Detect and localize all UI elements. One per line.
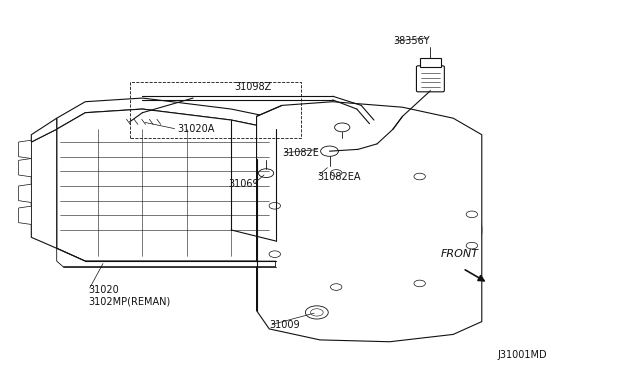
Polygon shape [19, 140, 31, 158]
Polygon shape [57, 248, 276, 267]
Polygon shape [19, 184, 31, 202]
Polygon shape [31, 129, 57, 248]
Polygon shape [57, 98, 276, 129]
Text: 3102MP(REMAN): 3102MP(REMAN) [88, 296, 171, 307]
Polygon shape [57, 109, 276, 261]
Text: 31082EA: 31082EA [317, 172, 360, 182]
Text: 38356Y: 38356Y [393, 36, 429, 46]
Polygon shape [19, 158, 31, 177]
Polygon shape [19, 206, 31, 224]
Text: J31001MD: J31001MD [498, 350, 547, 360]
Circle shape [365, 227, 376, 233]
Text: 31082E: 31082E [282, 148, 319, 158]
Text: 31020A: 31020A [177, 124, 214, 134]
Polygon shape [31, 118, 57, 142]
Text: 31020: 31020 [88, 285, 119, 295]
Text: 31098Z: 31098Z [234, 82, 271, 92]
FancyBboxPatch shape [417, 66, 444, 92]
Text: 31009: 31009 [269, 320, 300, 330]
Text: FRONT: FRONT [440, 249, 479, 259]
Bar [420, 58, 440, 67]
Polygon shape [257, 102, 482, 342]
Text: 31069: 31069 [228, 179, 259, 189]
